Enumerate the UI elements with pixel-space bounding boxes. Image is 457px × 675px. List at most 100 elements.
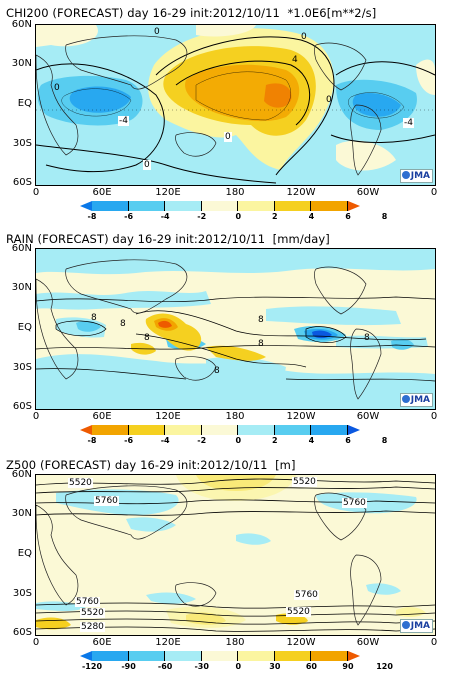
lat-label: EQ	[17, 548, 32, 559]
lon-label: 180	[225, 637, 245, 648]
contour-label: 5520	[286, 607, 311, 617]
colorbar-arrow-right	[348, 651, 360, 661]
rain-map: 8 8 8 8 8 8 8 JMA	[35, 248, 436, 410]
colorbar-swatch	[92, 201, 129, 211]
lat-label: EQ	[17, 322, 32, 333]
contour-label: 5760	[342, 498, 367, 508]
colorbar	[80, 425, 360, 435]
contour-label: 5520	[80, 608, 105, 618]
jma-logo: JMA	[399, 393, 433, 407]
contour-label: 5280	[80, 622, 105, 632]
lat-label: EQ	[17, 98, 32, 109]
z500-map: 5520 5520 5760 5760 5760 5760 5520 5280 …	[35, 474, 436, 636]
contour-label: 5520	[68, 478, 93, 488]
colorbar-swatch	[165, 651, 202, 661]
lon-label: 120W	[286, 411, 316, 422]
colorbar-swatch	[311, 201, 348, 211]
colorbar-swatch	[238, 651, 275, 661]
jma-logo-text: JMA	[410, 171, 430, 181]
contour-label: 4	[292, 55, 298, 65]
colorbar-swatch	[311, 651, 348, 661]
chi200-map: 0 0 -4 0 0 -4 0 4 0 JMA	[35, 24, 436, 186]
colorbar-tick-label: -30	[194, 662, 209, 671]
contour-label: 0	[326, 95, 332, 105]
colorbar-tick-label: -90	[121, 662, 136, 671]
jma-logo-text: JMA	[410, 621, 430, 631]
colorbar-tick-label: 2	[272, 436, 278, 445]
panel-title: RAIN (FORECAST) day 16-29 init:2012/10/1…	[6, 232, 330, 246]
chi200-field	[36, 25, 435, 185]
lon-label: 120W	[286, 187, 316, 198]
lat-label: 60N	[11, 19, 32, 30]
colorbar-swatch	[238, 201, 275, 211]
colorbar-tick-label: -6	[124, 212, 134, 221]
lon-label: 60E	[92, 637, 112, 648]
contour-label: 8	[120, 319, 126, 329]
colorbar-tick-label: -60	[157, 662, 173, 671]
jma-logo: JMA	[399, 619, 433, 633]
lat-label: 30N	[11, 58, 32, 69]
colorbar-swatch	[128, 651, 166, 661]
lon-label: 0	[32, 187, 40, 198]
colorbar-swatch	[165, 425, 202, 435]
colorbar-swatch	[128, 425, 166, 435]
colorbar-tick-label: 8	[381, 436, 388, 445]
lon-label: 60W	[356, 187, 380, 198]
colorbar	[80, 201, 360, 211]
contour-label: 0	[143, 160, 151, 170]
colorbar-swatch	[128, 201, 166, 211]
colorbar-tick-label: -4	[160, 212, 170, 221]
lon-label: 180	[225, 411, 245, 422]
contour-label: 5760	[294, 590, 319, 600]
lon-label: 60E	[92, 187, 112, 198]
contour-label: 5760	[94, 496, 119, 506]
colorbar-tick-label: -2	[197, 212, 207, 221]
contour-label: 8	[144, 333, 150, 343]
colorbar-tick-label: 0	[235, 212, 242, 221]
lon-label: 0	[430, 187, 438, 198]
lon-label: 120E	[155, 411, 181, 422]
colorbar-tick-label: -8	[87, 436, 97, 445]
lon-label: 0	[430, 411, 438, 422]
contour-label: -4	[403, 118, 414, 128]
colorbar-swatch	[274, 201, 312, 211]
colorbar-swatch	[201, 425, 239, 435]
colorbar-swatch	[274, 425, 312, 435]
lon-label: 120E	[155, 187, 181, 198]
lat-label: 30S	[12, 138, 32, 149]
colorbar-swatch	[92, 651, 129, 661]
contour-label: 5520	[292, 477, 317, 487]
colorbar-tick-label: 8	[381, 212, 388, 221]
colorbar-tick-label: -120	[81, 662, 103, 671]
colorbar-tick-label: 60	[305, 662, 317, 671]
colorbar-labels: -8 -6 -4 -2 0 2 4 6 8	[0, 436, 457, 446]
chi200-panel: CHI200 (FORECAST) day 16-29 init:2012/10…	[0, 0, 457, 224]
jma-logo-text: JMA	[410, 395, 430, 405]
contour-label: 5760	[75, 597, 100, 607]
panel-title: CHI200 (FORECAST) day 16-29 init:2012/10…	[6, 6, 377, 20]
colorbar-arrow-left	[80, 201, 92, 211]
lon-label: 0	[32, 411, 40, 422]
colorbar-tick-label: -2	[197, 436, 207, 445]
colorbar-arrow-right	[348, 425, 360, 435]
contour-label: 8	[91, 313, 97, 323]
lon-label: 60E	[92, 411, 112, 422]
colorbar-tick-label: 6	[345, 212, 351, 221]
colorbar-tick-label: -8	[87, 212, 97, 221]
colorbar-tick-label: 0	[235, 662, 242, 671]
colorbar-swatch	[311, 425, 348, 435]
contour-label: 0	[301, 32, 307, 42]
lat-label: 60N	[11, 469, 32, 480]
colorbar-labels: -120 -90 -60 -30 0 30 60 90 120	[0, 662, 457, 672]
lon-label: 60W	[356, 411, 380, 422]
colorbar-swatch	[201, 651, 239, 661]
z500-panel: Z500 (FORECAST) day 16-29 init:2012/10/1…	[0, 450, 457, 675]
jma-logo-icon	[401, 171, 410, 179]
colorbar-swatch	[165, 201, 202, 211]
colorbar-tick-label: 4	[308, 436, 315, 445]
colorbar-labels: -8 -6 -4 -2 0 2 4 6 8	[0, 212, 457, 222]
colorbar-tick-label: 4	[308, 212, 315, 221]
lon-label: 0	[32, 637, 40, 648]
colorbar-swatch	[238, 425, 275, 435]
colorbar-arrow-left	[80, 425, 92, 435]
